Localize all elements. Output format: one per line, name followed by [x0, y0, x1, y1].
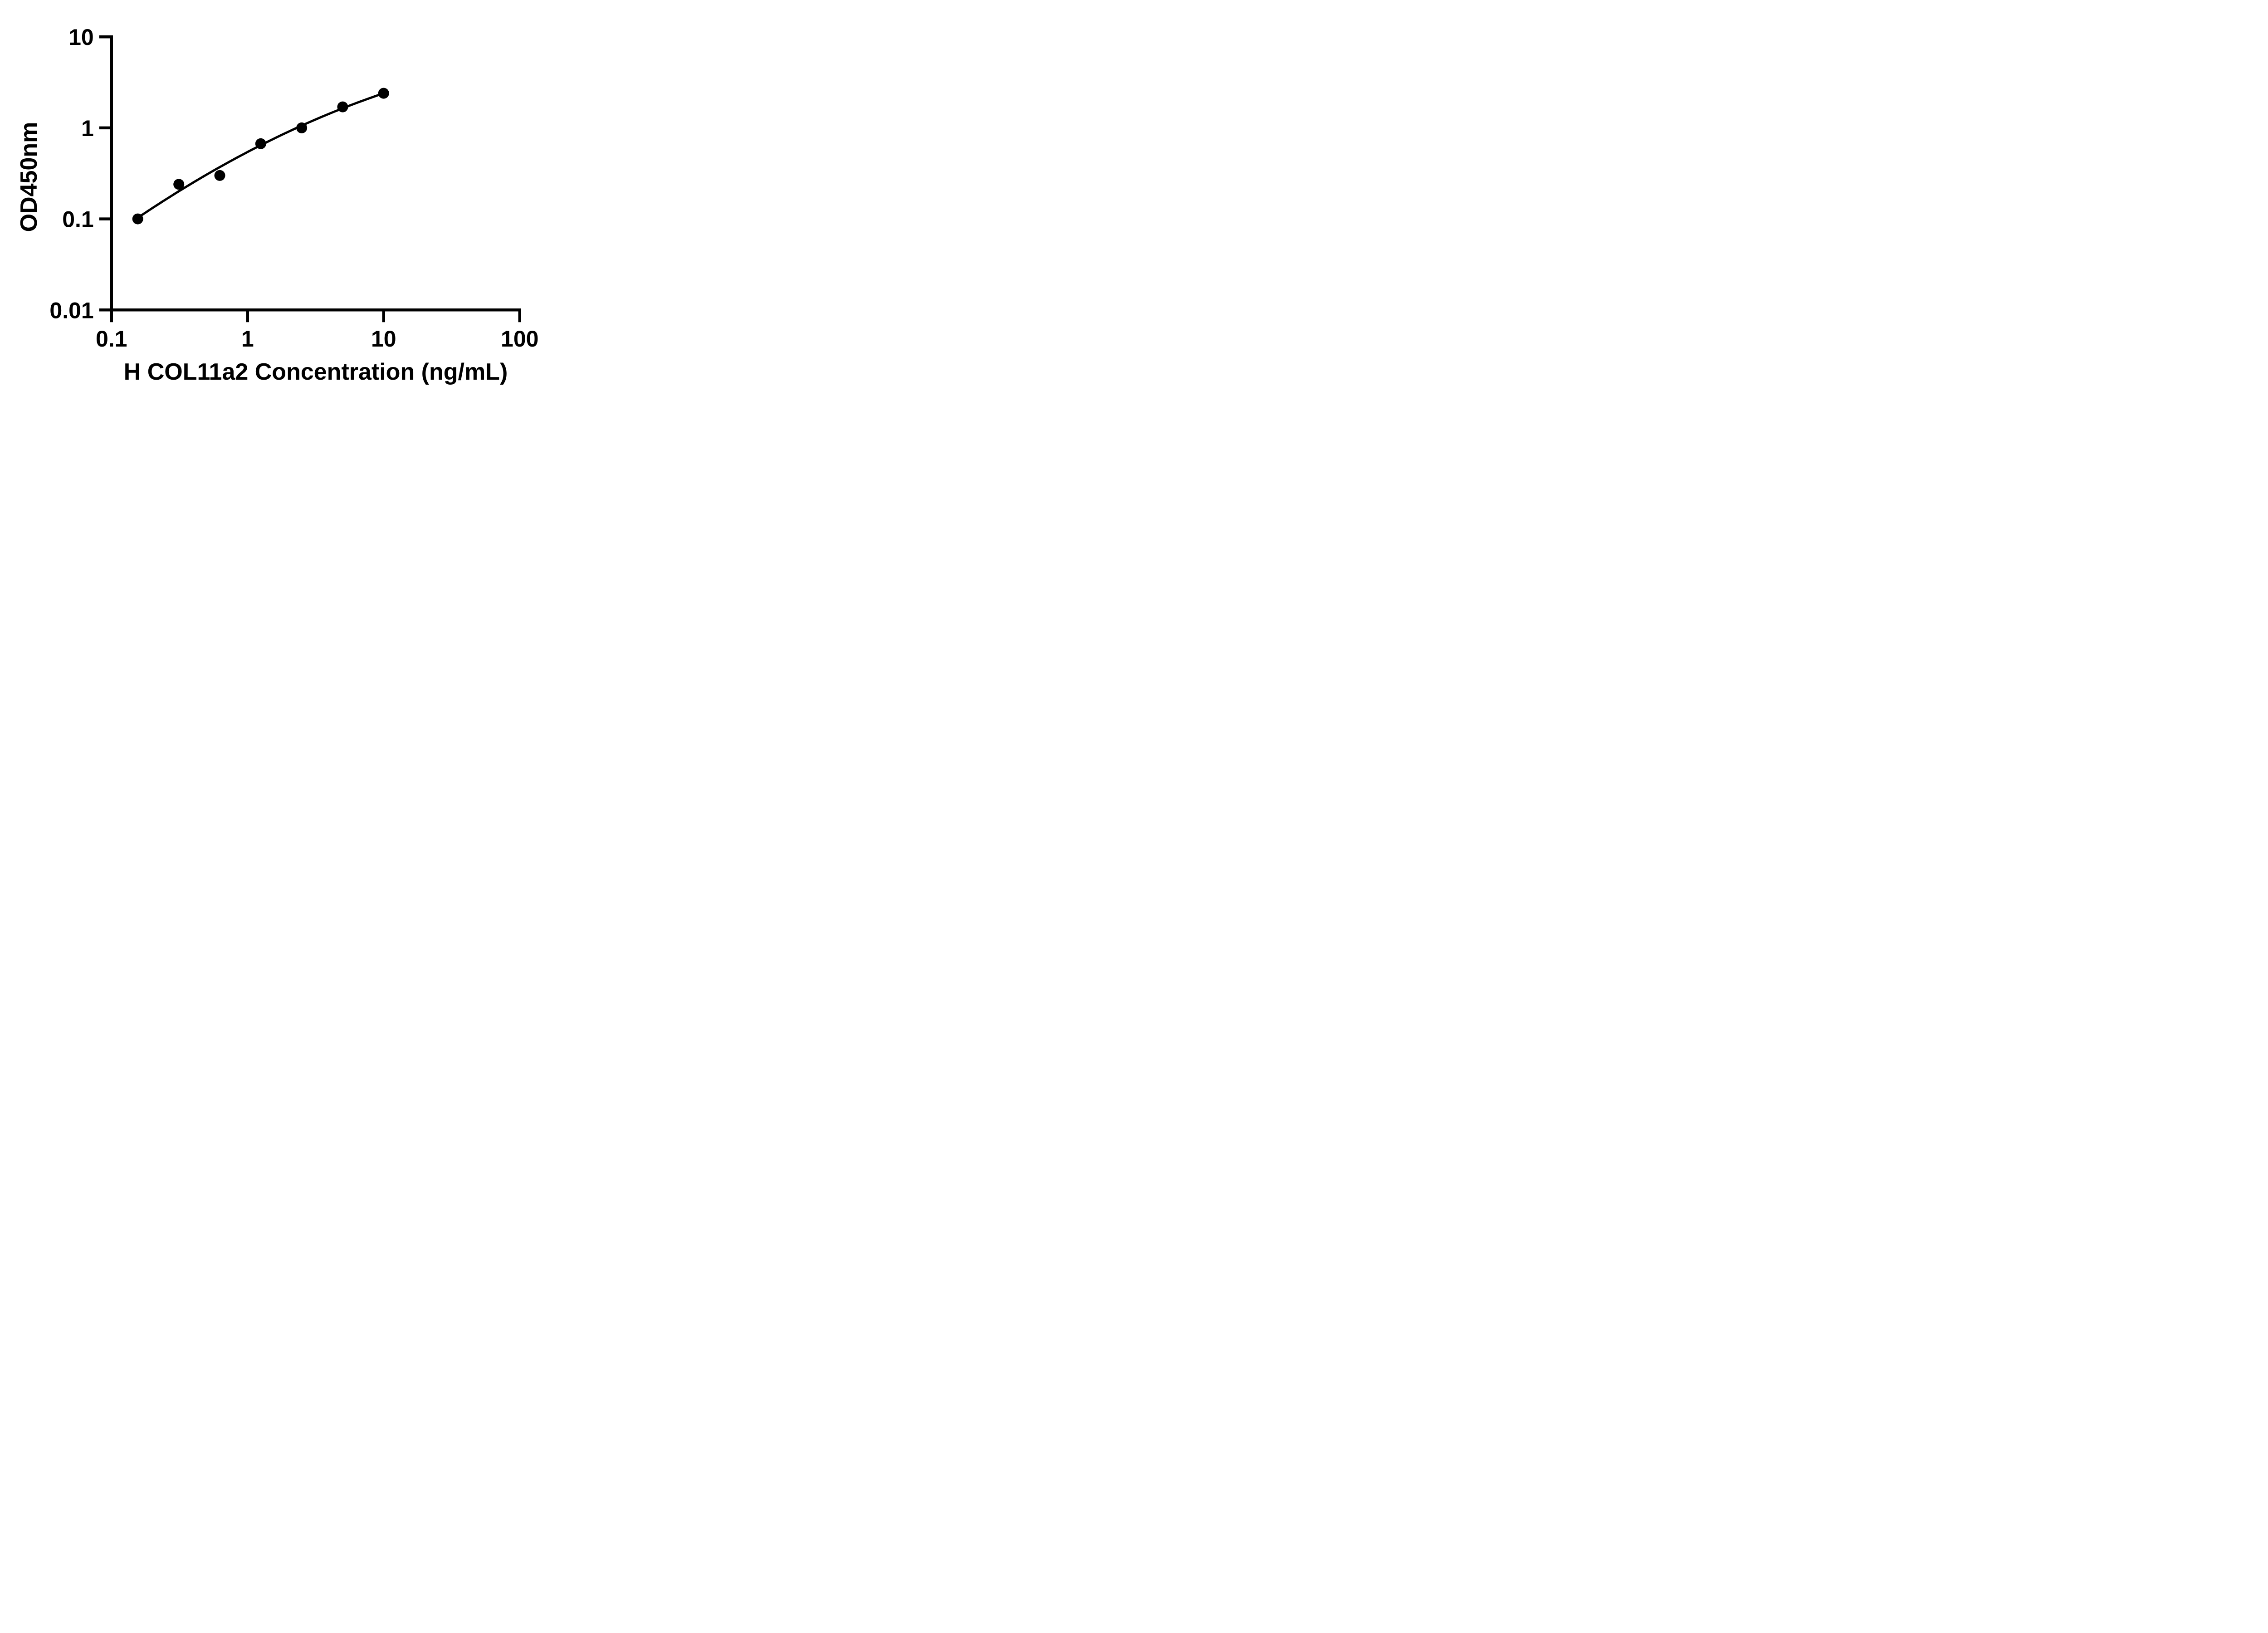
data-point: [214, 170, 225, 181]
data-point: [132, 213, 143, 225]
data-point: [255, 138, 266, 149]
y-axis-title: OD450nm: [16, 122, 42, 232]
y-tick-label: 0.01: [49, 298, 93, 323]
elisa-standard-curve-figure: 10 1 0.1 0.01 0.1 1 10 100 OD450nm H COL11a2 Co…: [0, 0, 582, 408]
x-tick-label: 0.1: [96, 326, 127, 352]
data-point: [337, 101, 348, 112]
data-point: [296, 122, 308, 133]
data-point: [378, 88, 389, 99]
data-point: [173, 179, 185, 190]
y-tick-label: 1: [81, 116, 94, 141]
fit-curve: [137, 92, 384, 219]
x-tick-label: 10: [371, 326, 396, 352]
y-tick-label: 10: [68, 24, 94, 50]
x-axis-title: H COL11a2 Concentration (ng/mL): [123, 359, 508, 385]
x-tick-label: 1: [241, 326, 254, 352]
x-tick-label: 100: [501, 326, 538, 352]
y-tick-label: 0.1: [62, 207, 94, 232]
